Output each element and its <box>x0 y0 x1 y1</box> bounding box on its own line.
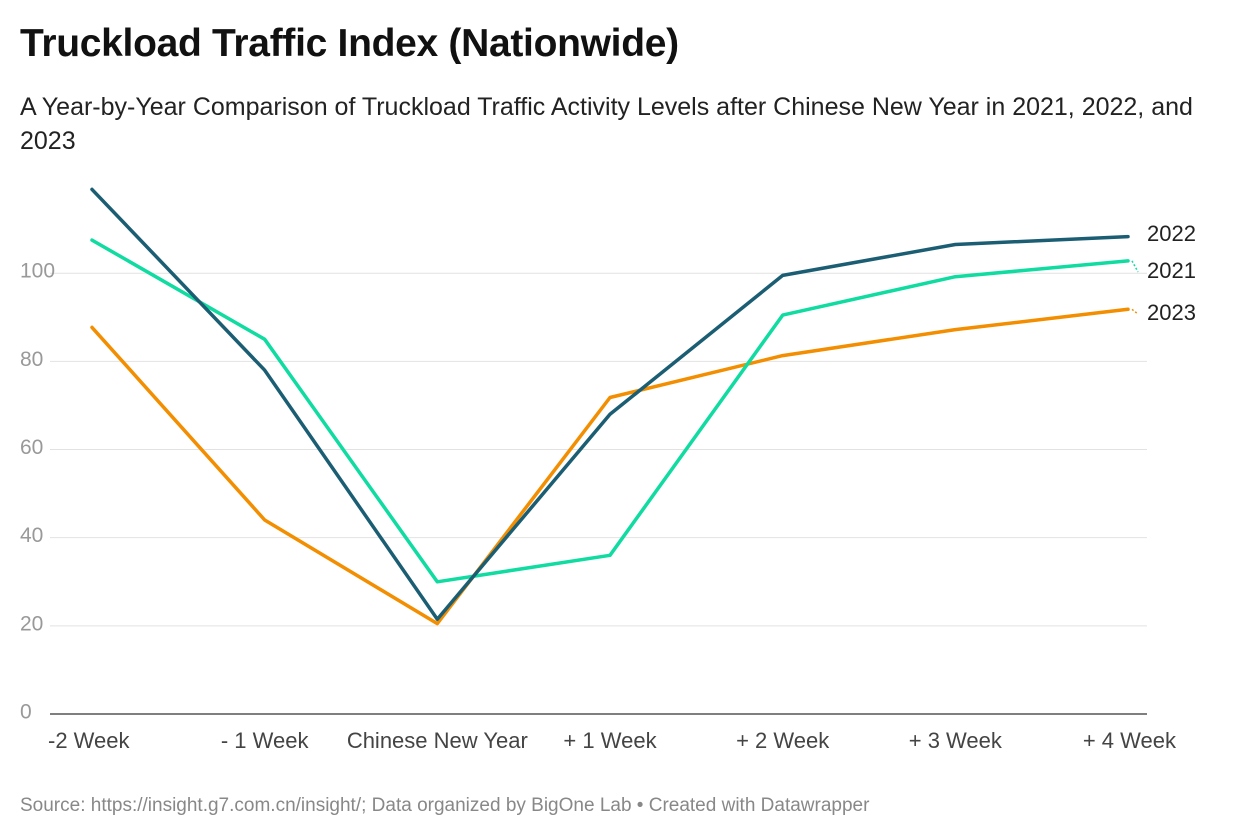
series-label-2021: 2021 <box>1147 258 1196 283</box>
x-tick-label: + 2 Week <box>736 728 830 753</box>
chart-subtitle: A Year-by-Year Comparison of Truckload T… <box>20 93 1193 155</box>
x-tick-label: - 1 Week <box>221 728 310 753</box>
x-tick-label: + 3 Week <box>909 728 1003 753</box>
y-tick-label: 20 <box>20 612 43 635</box>
grid-lines <box>50 272 1147 715</box>
series-labels: 2022 2021 2023 <box>1131 221 1196 325</box>
label-connector-2023 <box>1131 308 1139 315</box>
line-chart: 0 20 40 60 80 100 -2 Week - 1 Week Chinese New … <box>20 187 1196 753</box>
series-line-2023 <box>90 307 1130 626</box>
series-label-2022: 2022 <box>1147 221 1196 246</box>
y-tick-label: 80 <box>20 348 43 371</box>
x-axis-ticks: -2 Week - 1 Week Chinese New Year + 1 Week +… <box>48 728 1177 753</box>
series-label-2023: 2023 <box>1147 300 1196 325</box>
x-tick-label: Chinese New Year <box>347 728 528 753</box>
y-tick-label: 100 <box>20 260 55 283</box>
series-lines <box>90 187 1130 626</box>
x-tick-label: -2 Week <box>48 728 131 753</box>
x-tick-label: + 4 Week <box>1083 728 1177 753</box>
y-tick-label: 0 <box>20 701 32 724</box>
source-note: Source: https://insight.g7.com.cn/insigh… <box>20 795 870 816</box>
x-tick-label: + 1 Week <box>563 728 657 753</box>
series-line-2021 <box>90 238 1130 584</box>
y-tick-label: 60 <box>20 436 43 459</box>
y-tick-label: 40 <box>20 524 43 547</box>
y-axis-ticks: 0 20 40 60 80 100 <box>20 260 55 724</box>
chart-title: Truckload Traffic Index (Nationwide) <box>20 22 679 65</box>
label-connector-2021 <box>1131 260 1139 273</box>
